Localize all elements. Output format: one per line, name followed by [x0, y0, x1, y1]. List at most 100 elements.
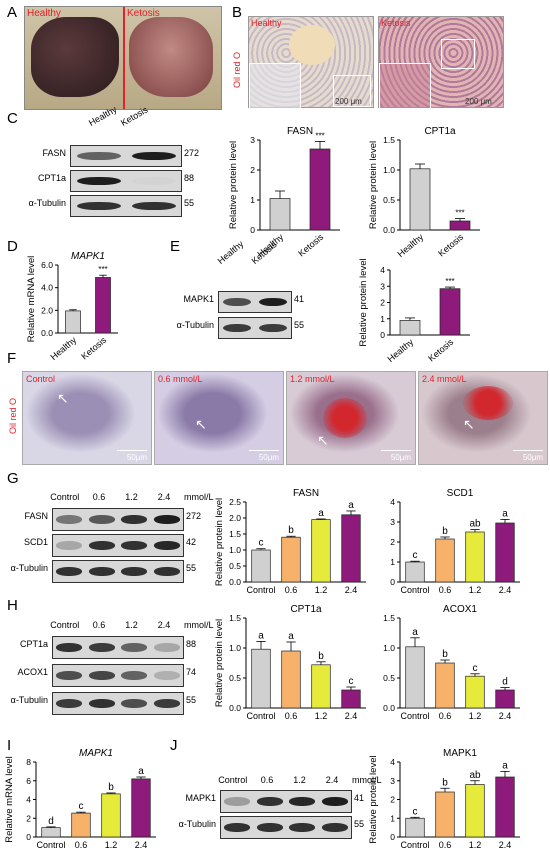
x-tick-label: 0.6	[439, 711, 452, 721]
x-tick-label: 1.2	[469, 585, 482, 595]
panel-letter-h: H	[7, 597, 18, 614]
kda-label: 88	[186, 639, 197, 649]
band-label: FASN	[42, 148, 66, 158]
band	[258, 297, 288, 307]
y-tick-label: 1.5	[229, 529, 241, 539]
y-tick-label: 1.5	[383, 613, 395, 623]
x-tick-label: 1.2	[469, 840, 482, 850]
blot-strip	[52, 664, 184, 687]
x-tick-label: Ketosis	[426, 337, 455, 364]
blot-strip	[52, 560, 184, 583]
y-tick-label: 2	[26, 813, 31, 823]
kda-label: 55	[184, 198, 195, 208]
scale-bar	[117, 450, 147, 451]
band-label: α-Tubulin	[176, 320, 214, 330]
x-tick-label: Control	[36, 840, 65, 850]
band	[222, 323, 252, 333]
band-label: α-Tubulin	[10, 695, 48, 705]
x-tick-label: 0.6	[285, 711, 298, 721]
unit-label: mmol/L	[352, 775, 382, 785]
x-tick-label: 1.2	[315, 585, 328, 595]
lipid-droplets	[463, 386, 513, 420]
x-tick-label: Healthy	[395, 232, 425, 260]
chart-d-mapk1: 0.0 2.0 4.0 6.0 MAPK1 Relative mRNA level Heal…	[26, 251, 118, 362]
x-tick-label: Control	[400, 711, 429, 721]
panel-letter-i: I	[7, 737, 12, 754]
bar	[95, 277, 111, 334]
y-tick-label: 1	[390, 557, 395, 567]
band	[88, 670, 115, 681]
y-tick-label: 1.5	[383, 135, 395, 145]
bar	[465, 531, 485, 583]
y-tick-label: 0.0	[229, 703, 241, 713]
panel-letter-j: J	[170, 737, 178, 754]
kda-label: 41	[294, 294, 305, 304]
photo-label-ketosis: Ketosis	[127, 8, 160, 19]
x-tick-label: 0.6	[75, 840, 88, 850]
y-tick-label: 1.5	[229, 613, 241, 623]
y-tick-label: 2.0	[229, 513, 241, 523]
inset-box	[249, 63, 301, 109]
significance-label: b	[288, 525, 294, 536]
cell-image-label: 2.4 mmol/L	[422, 374, 467, 384]
x-tick-label: 2.4	[499, 840, 512, 850]
blot-strip	[218, 291, 292, 313]
x-tick-label: Ketosis	[436, 232, 465, 259]
blot-strip	[220, 790, 352, 813]
y-tick-label: 0.0	[383, 703, 395, 713]
bar	[65, 310, 81, 334]
unit-label: mmol/L	[184, 620, 214, 630]
y-tick-label: 2.5	[229, 497, 241, 507]
arrow-icon: ↖	[317, 432, 329, 448]
cell-image-label: 1.2 mmol/L	[290, 374, 335, 384]
significance-label: a	[288, 631, 294, 642]
x-tick-label: 2.4	[499, 711, 512, 721]
x-tick-label: Ketosis	[79, 335, 108, 362]
y-tick-label: 0.0	[383, 225, 395, 235]
significance-label: a	[318, 508, 324, 519]
y-tick-label: 0	[26, 832, 31, 842]
arrow-icon: ↖	[57, 390, 69, 406]
y-tick-label: 0	[390, 577, 395, 587]
cell-image: ↖ 0.6 mmol/L 50μm	[154, 371, 284, 465]
y-tick-label: 6	[26, 776, 31, 786]
arrow-icon: ↖	[195, 416, 207, 432]
significance-label: c	[413, 550, 418, 561]
x-tick-label: Control	[400, 840, 429, 850]
band	[222, 297, 252, 307]
significance-label: ***	[98, 265, 107, 274]
x-tick-label: Healthy	[385, 337, 415, 365]
bar	[435, 538, 455, 583]
y-axis-label: Relative protein level	[228, 141, 239, 229]
bar	[281, 650, 301, 709]
band	[121, 540, 148, 551]
bar	[435, 791, 455, 838]
y-tick-label: 2	[250, 165, 255, 175]
band-label: α-Tubulin	[178, 819, 216, 829]
band	[153, 670, 180, 681]
chart-g-fasn: 0.0 0.5 1.0 1.5 2.0 2.5 FASN Relative protein l…	[214, 488, 366, 595]
chart-h-cpt1a: 0.0 0.5 1.0 1.5 CPT1a Relative protein level a…	[214, 604, 366, 721]
band	[289, 796, 316, 807]
y-axis-label: Relative mRNA level	[4, 756, 15, 843]
band	[121, 670, 148, 681]
y-tick-label: 4	[26, 795, 31, 805]
y-tick-label: 3	[390, 517, 395, 527]
significance-label: ab	[469, 519, 481, 530]
significance-label: b	[442, 526, 448, 537]
ketosis-liver	[129, 17, 213, 97]
band	[88, 514, 115, 525]
lane-label: 2.4	[157, 620, 171, 630]
y-axis-label: Relative mRNA level	[26, 256, 37, 343]
x-tick-label: Control	[246, 711, 275, 721]
significance-label: c	[413, 806, 418, 817]
band-label: ACOX1	[17, 667, 48, 677]
cell-image: ↖ Control 50μm	[22, 371, 152, 465]
cell-image-label: Control	[26, 374, 56, 384]
lipid-droplets	[323, 398, 367, 438]
chart-title: SCD1	[447, 488, 474, 499]
significance-label: a	[258, 630, 264, 641]
y-tick-label: 3	[380, 281, 385, 291]
band	[153, 698, 180, 709]
y-tick-label: 6.0	[41, 260, 53, 270]
